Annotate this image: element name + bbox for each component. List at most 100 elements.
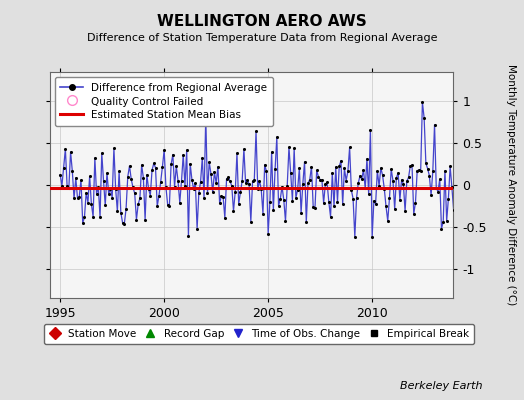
Point <box>203 190 212 197</box>
Point <box>252 128 260 134</box>
Point <box>318 177 326 183</box>
Point <box>257 186 266 192</box>
Point <box>326 214 335 220</box>
Point <box>117 210 125 216</box>
Point <box>64 185 73 191</box>
Point <box>250 177 258 183</box>
Point <box>162 184 170 190</box>
Point <box>267 149 276 155</box>
Point <box>151 164 160 171</box>
Point <box>134 201 143 208</box>
Point <box>89 214 97 220</box>
Point <box>254 186 262 192</box>
Point <box>226 178 234 184</box>
Point <box>335 163 343 170</box>
Text: Berkeley Earth: Berkeley Earth <box>400 381 482 391</box>
Point <box>337 158 345 164</box>
Point <box>149 160 158 167</box>
Point <box>385 195 394 201</box>
Point <box>122 206 130 212</box>
Point <box>390 206 399 212</box>
Point <box>63 183 71 190</box>
Point <box>283 182 291 189</box>
Point <box>368 234 376 240</box>
Point <box>202 113 210 120</box>
Point <box>333 198 342 205</box>
Point <box>75 194 83 200</box>
Point <box>247 218 255 225</box>
Point <box>359 166 368 173</box>
Point <box>92 191 101 197</box>
Point <box>287 170 295 176</box>
Point <box>347 187 356 193</box>
Point <box>248 178 257 184</box>
Point <box>143 171 151 178</box>
Point <box>61 146 70 152</box>
Point <box>59 165 68 171</box>
Point <box>307 163 315 170</box>
Point <box>191 180 200 186</box>
Point <box>397 176 406 183</box>
Point <box>425 172 433 179</box>
Point <box>316 176 324 183</box>
Point <box>141 217 149 223</box>
Point <box>312 167 321 174</box>
Point <box>415 167 423 173</box>
Point <box>139 175 148 181</box>
Point <box>73 195 82 202</box>
Point <box>370 198 378 204</box>
Point <box>281 218 290 224</box>
Point <box>124 174 132 180</box>
Point <box>68 168 77 174</box>
Point <box>340 165 348 172</box>
Point <box>82 189 90 196</box>
Point <box>447 184 456 190</box>
Point <box>96 214 104 220</box>
Point <box>439 219 447 225</box>
Point <box>422 160 430 166</box>
Text: WELLINGTON AERO AWS: WELLINGTON AERO AWS <box>157 14 367 29</box>
Point <box>259 210 267 217</box>
Point <box>372 200 380 207</box>
Point <box>290 145 298 152</box>
Point <box>112 186 120 192</box>
Point <box>300 159 309 165</box>
Point <box>70 195 78 202</box>
Point <box>325 199 333 205</box>
Point <box>160 147 168 153</box>
Point <box>158 164 167 170</box>
Point <box>169 151 177 158</box>
Point <box>200 195 208 201</box>
Point <box>375 183 383 189</box>
Point <box>387 166 396 172</box>
Point <box>406 163 414 169</box>
Point <box>179 152 188 158</box>
Point <box>292 194 300 201</box>
Point <box>176 200 184 206</box>
Point <box>190 186 198 192</box>
Point <box>266 199 274 205</box>
Point <box>137 162 146 168</box>
Point <box>442 218 451 224</box>
Point <box>118 220 127 226</box>
Point <box>272 134 281 140</box>
Point <box>427 192 435 198</box>
Point <box>172 163 180 169</box>
Point <box>242 180 250 187</box>
Point <box>236 189 245 195</box>
Point <box>101 202 110 209</box>
Point <box>245 181 253 188</box>
Point <box>209 189 217 196</box>
Point <box>91 155 99 161</box>
Point <box>205 159 213 166</box>
Point <box>389 177 397 184</box>
Point <box>238 178 246 184</box>
Point <box>72 175 80 181</box>
Point <box>85 173 94 180</box>
Point <box>207 171 215 177</box>
Point <box>103 170 111 176</box>
Point <box>304 180 312 186</box>
Point <box>373 168 381 174</box>
Point <box>352 195 361 201</box>
Point <box>320 200 328 206</box>
